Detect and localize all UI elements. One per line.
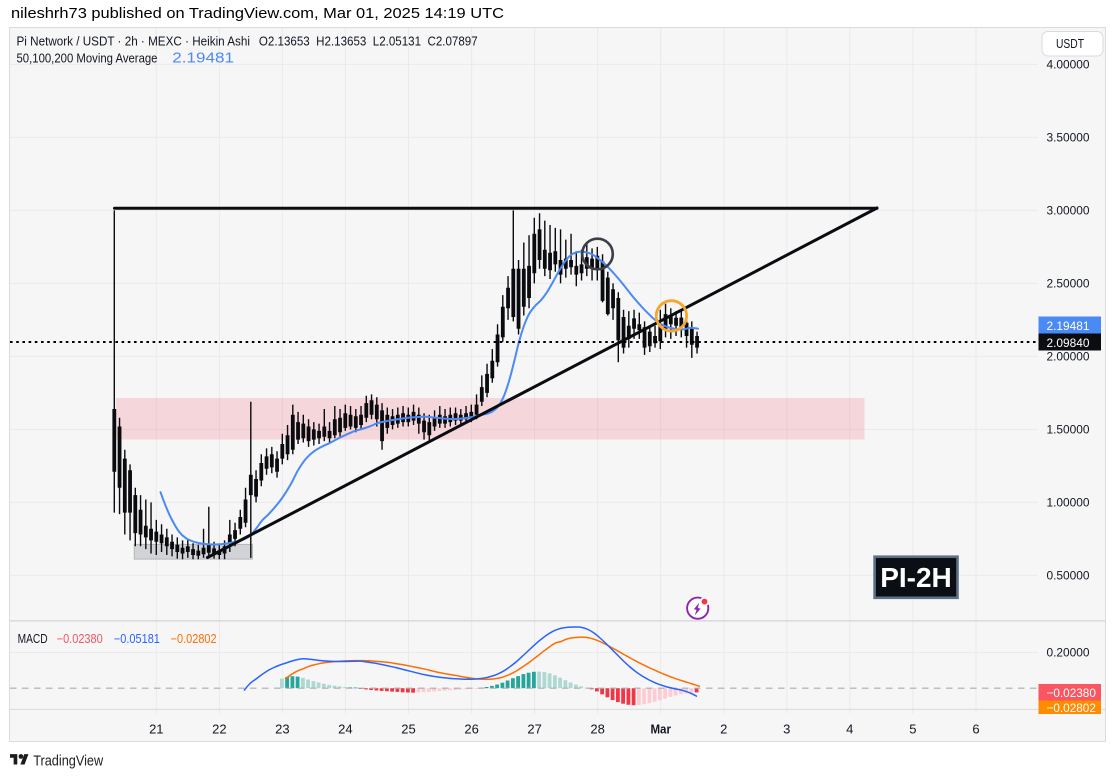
svg-text:Mar: Mar — [650, 722, 671, 737]
svg-text:3.00000: 3.00000 — [1047, 204, 1090, 218]
svg-text:USDT: USDT — [1056, 36, 1084, 51]
svg-text:TradingView: TradingView — [33, 753, 103, 770]
svg-text:nileshrh73 published on Tradin: nileshrh73 published on TradingView.com,… — [11, 5, 504, 22]
svg-text:4: 4 — [846, 722, 853, 737]
svg-text:2.00000: 2.00000 — [1047, 350, 1090, 364]
svg-text:1.50000: 1.50000 — [1047, 423, 1090, 437]
svg-text:2: 2 — [720, 722, 727, 737]
svg-text:0.50000: 0.50000 — [1047, 569, 1090, 583]
svg-text:3: 3 — [783, 722, 790, 737]
svg-text:0.20000: 0.20000 — [1047, 646, 1090, 660]
svg-text:22: 22 — [212, 722, 226, 737]
svg-text:2.50000: 2.50000 — [1047, 277, 1090, 291]
svg-text:23: 23 — [275, 722, 289, 737]
svg-text:26: 26 — [464, 722, 478, 737]
svg-text:28: 28 — [590, 722, 604, 737]
svg-text:25: 25 — [401, 722, 415, 737]
svg-text:MACD: MACD — [18, 632, 48, 646]
svg-text:−0.05181: −0.05181 — [114, 632, 160, 646]
svg-text:4.00000: 4.00000 — [1047, 58, 1090, 72]
svg-text:6: 6 — [972, 722, 979, 737]
svg-text:O2.13653 H2.13653 L2.05131: O2.13653 H2.13653 L2.05131 C2.07897 — [259, 34, 478, 49]
svg-text:27: 27 — [527, 722, 541, 737]
svg-text:2.09840: 2.09840 — [1047, 336, 1090, 350]
svg-text:PI-2H: PI-2H — [880, 562, 952, 593]
svg-text:2.19481: 2.19481 — [172, 51, 234, 67]
svg-text:−0.02802: −0.02802 — [1047, 701, 1097, 715]
svg-text:Pi Network / USDT · 2h · MEXC: Pi Network / USDT · 2h · MEXC · Heikin A… — [17, 34, 251, 49]
svg-text:21: 21 — [149, 722, 163, 737]
svg-text:−0.02802: −0.02802 — [171, 632, 217, 646]
svg-text:−0.02380: −0.02380 — [57, 632, 103, 646]
svg-text:24: 24 — [338, 722, 352, 737]
svg-text:3.50000: 3.50000 — [1047, 131, 1090, 145]
svg-text:50,100,200 Moving Average: 50,100,200 Moving Average — [17, 51, 158, 66]
svg-text:5: 5 — [909, 722, 916, 737]
svg-text:−0.02380: −0.02380 — [1047, 686, 1097, 700]
svg-text:1.00000: 1.00000 — [1047, 496, 1090, 510]
svg-text:2.19481: 2.19481 — [1047, 319, 1090, 333]
